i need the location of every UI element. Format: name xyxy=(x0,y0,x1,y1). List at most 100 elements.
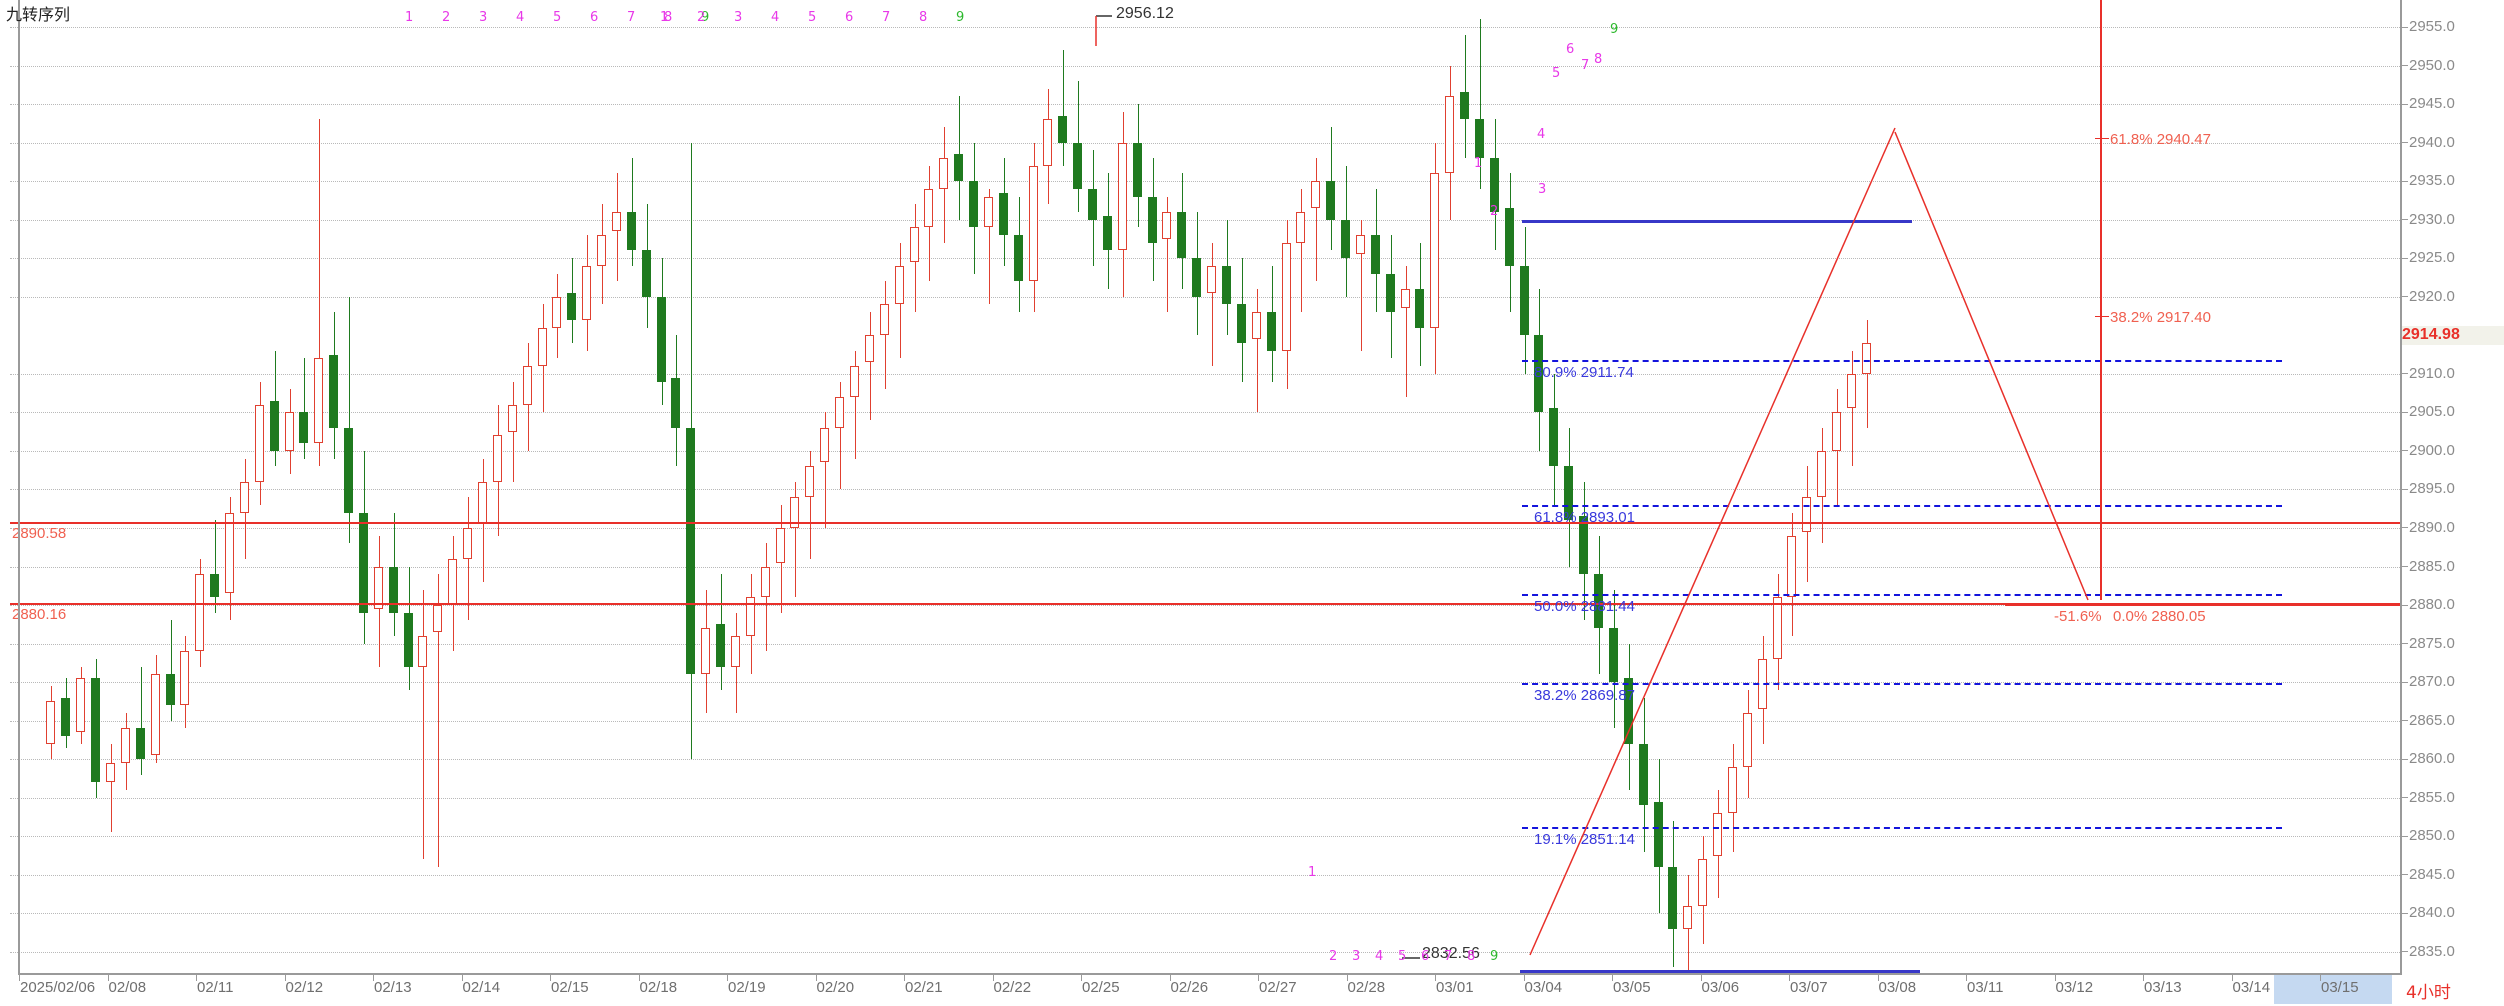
td-count-top2-9: 9 xyxy=(956,10,965,25)
fib-blue-line-2 xyxy=(1522,593,2282,596)
candle-body xyxy=(1668,867,1677,929)
candle-body xyxy=(299,412,308,444)
candle-body xyxy=(1594,574,1603,629)
candle-body xyxy=(210,574,219,598)
candle-body xyxy=(1802,497,1811,532)
price-tick-label: 2880.0 xyxy=(2402,597,2502,612)
candle-body xyxy=(820,427,829,463)
candle-body xyxy=(1237,304,1246,343)
candle-body xyxy=(880,304,889,336)
candle-body xyxy=(404,612,413,667)
fib-red-label-zero: 0.0% 2880.05 xyxy=(2113,607,2206,625)
td-count-scatter-3: 3 xyxy=(1538,182,1547,197)
candle-body xyxy=(954,154,963,182)
timeframe-label[interactable]: 4小时 xyxy=(2406,983,2451,1003)
date-tick-label: 02/18 xyxy=(638,975,677,996)
candle-wick xyxy=(632,158,633,266)
date-tick-label: 03/15 xyxy=(2320,975,2359,996)
gridline xyxy=(10,759,2400,761)
candle-wick xyxy=(1852,350,1853,467)
date-tick-label: 02/26 xyxy=(1169,975,1208,996)
candle-body xyxy=(463,527,472,559)
candle-wick xyxy=(513,381,514,482)
price-line-2880-label: 2880.16 xyxy=(12,605,67,623)
date-axis-highlight xyxy=(2274,975,2392,1004)
date-tick-label: 02/12 xyxy=(284,975,323,996)
price-tick-label: 2895.0 xyxy=(2402,481,2502,496)
candle-body xyxy=(1832,412,1841,451)
date-tick-label: 03/07 xyxy=(1789,975,1828,996)
td-count-bottom-4: 4 xyxy=(1375,949,1384,964)
candle-body xyxy=(151,674,160,756)
td-count-scatter-8: 8 xyxy=(1594,52,1603,67)
candle-body xyxy=(790,497,799,528)
date-tick-label: 02/19 xyxy=(727,975,766,996)
candle-body xyxy=(999,192,1008,236)
candle-body xyxy=(166,674,175,706)
candle-body xyxy=(1683,905,1692,929)
candle-body xyxy=(91,678,100,783)
gridline xyxy=(10,181,2400,183)
td-count-scatter-6: 6 xyxy=(1566,42,1575,57)
peak-price-label: 2956.12 xyxy=(1116,5,1174,22)
td-count-top2-2: 2 xyxy=(697,10,706,25)
blue-support-lower xyxy=(1520,970,1920,974)
td-count-top1-1: 1 xyxy=(405,10,414,25)
candle-body xyxy=(1698,859,1707,906)
candle-body xyxy=(270,400,279,451)
candle-body xyxy=(731,635,740,667)
candle-body xyxy=(969,181,978,228)
date-tick-label: 03/08 xyxy=(1877,975,1916,996)
price-tick-label: 2910.0 xyxy=(2402,366,2502,381)
gridline xyxy=(10,682,2400,684)
td-count-top1-4: 4 xyxy=(516,10,525,25)
candle-body xyxy=(180,651,189,706)
td-count-top2-1: 1 xyxy=(660,10,669,25)
gridline xyxy=(10,258,2400,260)
date-tick-label: 03/05 xyxy=(1612,975,1651,996)
candle-wick xyxy=(1063,50,1064,166)
td-count-top1-5: 5 xyxy=(553,10,562,25)
candle-body xyxy=(225,512,234,594)
td-count-bottom-5: 5 xyxy=(1398,949,1407,964)
candle-body xyxy=(939,158,948,189)
td-count-top2-4: 4 xyxy=(771,10,780,25)
candle-wick xyxy=(1316,158,1317,282)
rising-trendline xyxy=(1529,127,1896,956)
date-tick-label: 03/13 xyxy=(2143,975,2182,996)
td-count-bottom-2: 2 xyxy=(1329,949,1338,964)
price-tick-label: 2875.0 xyxy=(2402,636,2502,651)
candle-wick xyxy=(215,520,216,613)
candle-wick xyxy=(1406,265,1407,397)
date-tick-label: 03/11 xyxy=(1966,975,2003,996)
trendline-layer xyxy=(1095,15,2089,959)
fib-red-label-neg516: -51.6% xyxy=(2054,607,2102,625)
gridline xyxy=(10,142,2400,145)
td-count-top2-8: 8 xyxy=(919,10,928,25)
gridline xyxy=(10,296,2400,299)
candle-body xyxy=(910,227,919,263)
td-count-top1-6: 6 xyxy=(590,10,599,25)
price-axis[interactable]: 2955.0 2950.0 2945.0 2940.0 2935.0 2930.0 2925… xyxy=(2402,0,2504,975)
gridline xyxy=(10,913,2400,915)
gridline xyxy=(10,65,2400,68)
candle-wick xyxy=(438,574,439,868)
candle-body xyxy=(1058,115,1067,143)
candle-wick xyxy=(989,188,990,305)
candle-body xyxy=(1029,165,1038,282)
gridline xyxy=(10,104,2400,106)
date-tick-label: 02/08 xyxy=(107,975,146,996)
candle-body xyxy=(1401,289,1410,309)
candle-body xyxy=(1639,743,1648,806)
date-tick-label: 03/12 xyxy=(2054,975,2093,996)
candle-body xyxy=(1847,373,1856,409)
candle-wick xyxy=(171,620,172,721)
td-count-lone-1: 1 xyxy=(1308,865,1317,880)
date-axis[interactable]: 2025/02/06 02/08 02/11 02/12 02/13 02/14 02/15… xyxy=(10,975,2404,1006)
candle-body xyxy=(314,358,323,444)
price-tick-label: 2870.0 xyxy=(2402,674,2502,689)
td-count-top1-9: 9 xyxy=(701,10,710,25)
chart-plot-area[interactable]: 2890.58 2880.16 80.9% 2911.74 61.8% 2893.01… xyxy=(10,0,2400,975)
candle-body xyxy=(984,196,993,228)
candle-body xyxy=(612,211,621,232)
